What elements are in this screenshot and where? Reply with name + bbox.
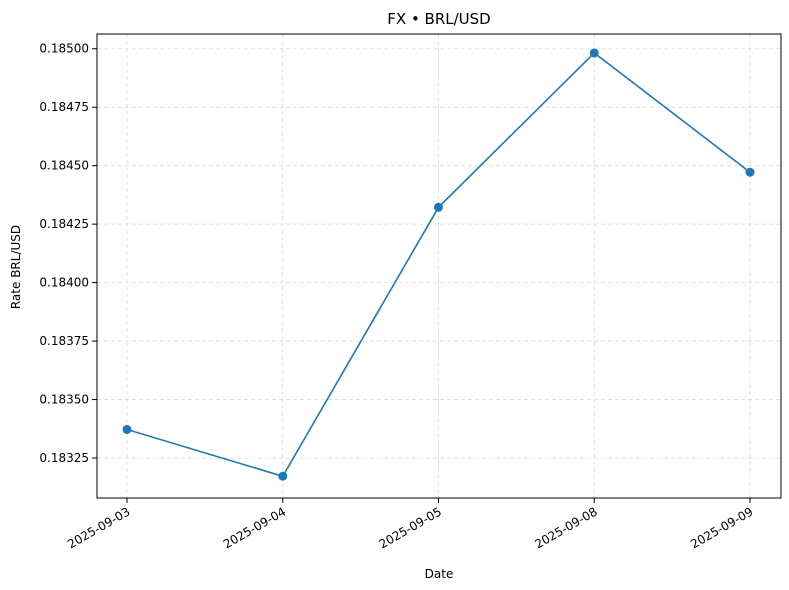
y-tick-label: 0.18450 bbox=[39, 159, 89, 173]
y-tick-label: 0.18375 bbox=[39, 334, 89, 348]
plot-area-frame bbox=[96, 33, 782, 499]
x-tick-label: 2025-09-05 bbox=[377, 504, 444, 551]
x-tick-label: 2025-09-09 bbox=[688, 504, 755, 551]
y-tick-label: 0.18475 bbox=[39, 100, 89, 114]
y-axis-label: Rate BRL/USD bbox=[9, 225, 23, 309]
data-point bbox=[434, 202, 443, 212]
grid bbox=[97, 34, 781, 498]
x-axis-ticks: 2025-09-03 2025-09-04 2025-09-05 2025-09-08… bbox=[65, 498, 756, 551]
x-tick-label: 2025-09-08 bbox=[532, 504, 599, 551]
y-tick-label: 0.18500 bbox=[39, 42, 89, 56]
data-point bbox=[589, 48, 599, 58]
y-tick-label: 0.18325 bbox=[39, 451, 89, 465]
chart-title: FX • BRL/USD bbox=[387, 10, 490, 28]
x-tick-label: 2025-09-04 bbox=[221, 504, 288, 551]
data-point bbox=[745, 167, 755, 177]
y-tick-label: 0.18350 bbox=[39, 393, 89, 407]
x-axis-label: Date bbox=[425, 567, 454, 581]
data-point bbox=[122, 424, 132, 434]
y-tick-label: 0.18400 bbox=[39, 276, 89, 290]
x-tick-label: 2025-09-03 bbox=[65, 504, 132, 551]
data-points bbox=[122, 48, 755, 481]
y-axis-ticks: 0.18325 0.18350 0.18375 0.18400 0.18425 0.184… bbox=[39, 42, 97, 465]
data-point bbox=[278, 471, 288, 481]
y-tick-label: 0.18425 bbox=[39, 217, 89, 231]
